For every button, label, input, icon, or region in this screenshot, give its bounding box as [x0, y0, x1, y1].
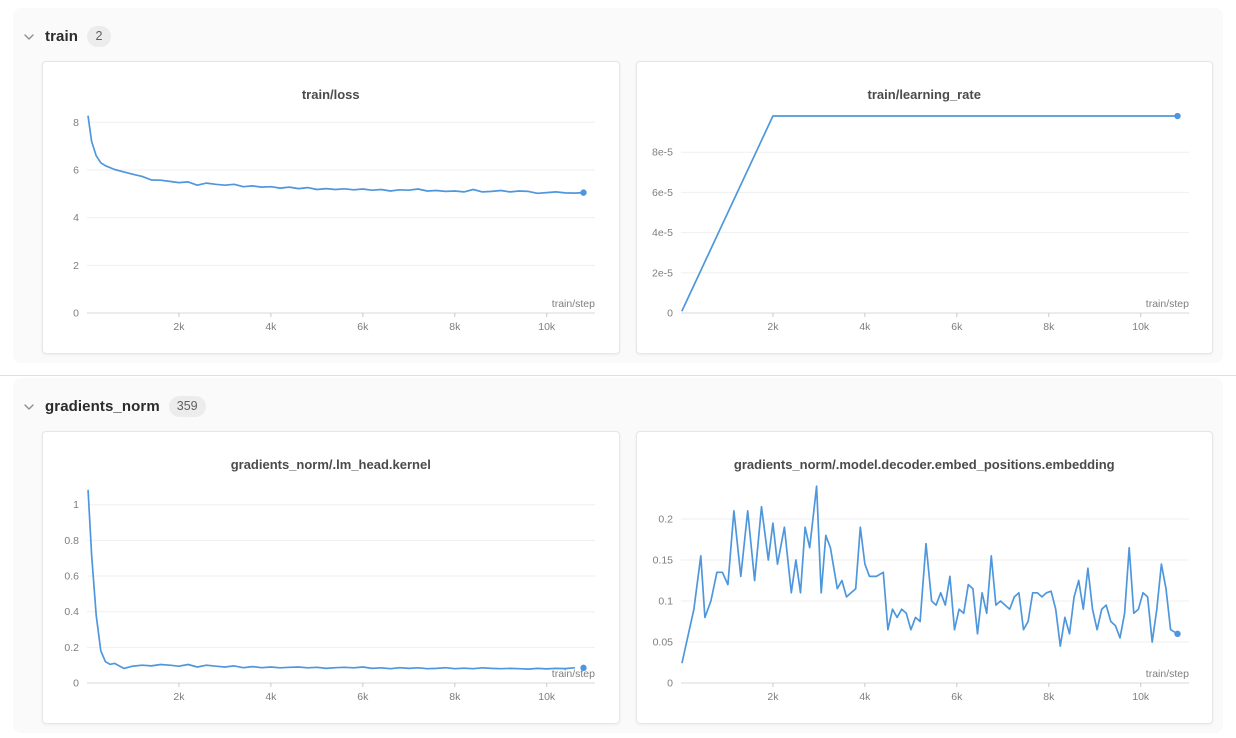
chevron-down-icon[interactable] [22, 400, 36, 414]
chart-canvas[interactable]: 0 0.2 0.4 0.6 0.8 1 2k 4k 6k 8k 10k train/step [43, 432, 619, 723]
svg-text:2: 2 [73, 260, 79, 272]
svg-text:2e-5: 2e-5 [651, 267, 672, 279]
svg-text:4k: 4k [265, 691, 277, 703]
svg-text:6k: 6k [357, 321, 369, 333]
svg-text:4k: 4k [859, 321, 871, 333]
section-gradients-norm-panel: gradients_norm 359 gradients_norm/.lm_he… [13, 378, 1223, 733]
section-count-badge: 2 [87, 26, 112, 47]
chart-grid-row: train/loss 0 2 4 6 8 2k 4k 6k 8k 10k train/step tr… [13, 61, 1223, 354]
svg-text:0.6: 0.6 [64, 571, 79, 583]
svg-text:4k: 4k [265, 321, 277, 333]
chart-panel-gradients-norm-lm-head-kernel[interactable]: gradients_norm/.lm_head.kernel 0 0.2 0.4 0.… [42, 431, 620, 724]
svg-text:0.05: 0.05 [652, 637, 673, 649]
svg-text:0: 0 [667, 678, 673, 690]
svg-text:1: 1 [73, 499, 79, 511]
svg-text:10k: 10k [538, 691, 556, 703]
svg-text:6k: 6k [951, 691, 963, 703]
chevron-down-icon[interactable] [22, 30, 36, 44]
section-header-gradients-norm[interactable]: gradients_norm 359 [13, 378, 1223, 431]
chart-canvas[interactable]: 0 0.05 0.1 0.15 0.2 2k 4k 6k 8k 10k train/step [637, 432, 1213, 723]
chart-panel-train-learning-rate[interactable]: train/learning_rate 0 2e-5 4e-5 6e-5 8e-5 2k 4… [635, 61, 1213, 354]
svg-text:8k: 8k [449, 321, 461, 333]
section-gradients-norm: gradients_norm 359 gradients_norm/.lm_he… [0, 376, 1236, 738]
svg-text:8: 8 [73, 117, 79, 129]
svg-text:2k: 2k [173, 321, 185, 333]
svg-text:8k: 8k [1043, 321, 1055, 333]
svg-text:2k: 2k [767, 691, 779, 703]
chart-panel-gradients-norm-embed-positions[interactable]: gradients_norm/.model.decoder.embed_posi… [635, 431, 1213, 724]
svg-text:6k: 6k [357, 691, 369, 703]
svg-text:0: 0 [73, 678, 79, 690]
line-chart-svg: 0 2 4 6 8 2k 4k 6k 8k 10k train/step [73, 115, 595, 333]
line-chart-svg: 0 2e-5 4e-5 6e-5 8e-5 2k 4k 6k 8k 10k train/step [651, 112, 1189, 333]
svg-text:6: 6 [73, 164, 79, 176]
svg-text:train/step: train/step [1145, 298, 1188, 310]
svg-text:4: 4 [73, 212, 79, 224]
svg-text:8k: 8k [449, 691, 461, 703]
svg-text:train/step: train/step [1145, 668, 1188, 680]
svg-text:4e-5: 4e-5 [651, 227, 672, 239]
svg-text:8e-5: 8e-5 [651, 147, 672, 159]
svg-text:0.4: 0.4 [64, 606, 79, 618]
chart-panel-train-loss[interactable]: train/loss 0 2 4 6 8 2k 4k 6k 8k 10k train/step [42, 61, 620, 354]
svg-text:0.1: 0.1 [658, 596, 673, 608]
svg-text:10k: 10k [1132, 321, 1150, 333]
svg-text:2k: 2k [767, 321, 779, 333]
svg-text:10k: 10k [1132, 691, 1150, 703]
section-header-train[interactable]: train 2 [13, 8, 1223, 61]
line-chart-svg: 0 0.05 0.1 0.15 0.2 2k 4k 6k 8k 10k train/step [652, 485, 1189, 703]
svg-text:0: 0 [667, 308, 673, 320]
svg-text:0.15: 0.15 [652, 555, 673, 567]
svg-text:0.8: 0.8 [64, 535, 79, 547]
line-chart-svg: 0 0.2 0.4 0.6 0.8 1 2k 4k 6k 8k 10k train/step [64, 489, 595, 703]
svg-text:2k: 2k [173, 691, 185, 703]
svg-text:0: 0 [73, 308, 79, 320]
svg-text:8k: 8k [1043, 691, 1055, 703]
svg-text:0.2: 0.2 [658, 514, 673, 526]
section-title: train [45, 28, 79, 45]
svg-text:6k: 6k [951, 321, 963, 333]
chart-canvas[interactable]: 0 2 4 6 8 2k 4k 6k 8k 10k train/step [43, 62, 619, 353]
svg-text:10k: 10k [538, 321, 556, 333]
chart-grid-row: gradients_norm/.lm_head.kernel 0 0.2 0.4 0.… [13, 431, 1223, 724]
svg-text:4k: 4k [859, 691, 871, 703]
svg-text:train/step: train/step [552, 668, 595, 680]
svg-text:0.2: 0.2 [64, 642, 79, 654]
chart-canvas[interactable]: 0 2e-5 4e-5 6e-5 8e-5 2k 4k 6k 8k 10k train/step [637, 62, 1213, 353]
svg-text:6e-5: 6e-5 [651, 187, 672, 199]
section-title: gradients_norm [45, 398, 160, 415]
section-train-panel: train 2 train/loss 0 2 4 6 8 2k 4k 6k 8k 10k train… [13, 8, 1223, 363]
section-count-badge: 359 [168, 396, 206, 417]
svg-text:train/step: train/step [552, 298, 595, 310]
section-train: train 2 train/loss 0 2 4 6 8 2k 4k 6k 8k 10k train… [0, 8, 1236, 376]
